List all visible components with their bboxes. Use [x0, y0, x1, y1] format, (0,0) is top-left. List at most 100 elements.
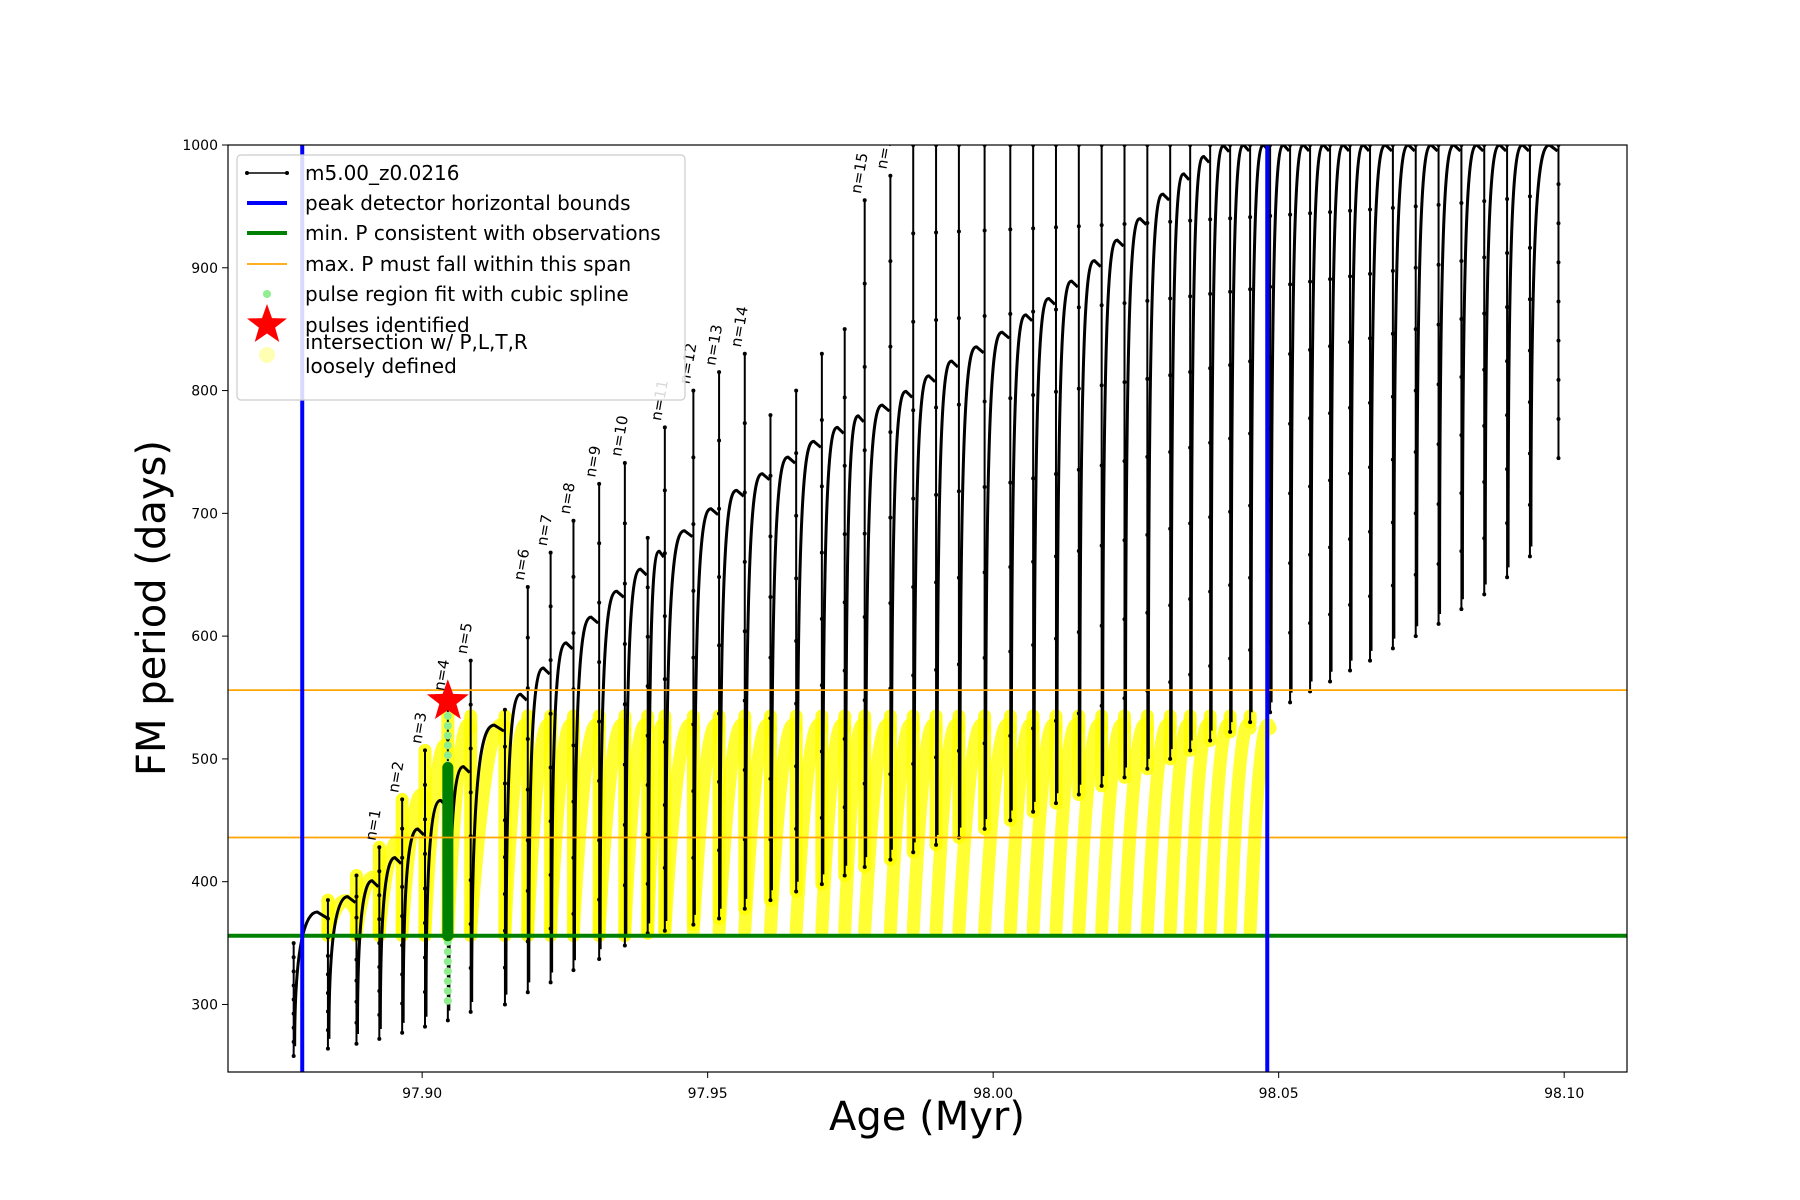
- model-point: [742, 351, 747, 356]
- legend-handle-dot: [285, 171, 289, 175]
- interpulse-curve: [1146, 192, 1171, 759]
- model-point: [502, 1002, 507, 1007]
- interpulse-curve: [1269, 145, 1291, 703]
- model-point: [597, 660, 602, 665]
- model-point: [1348, 668, 1353, 673]
- model-point: [548, 765, 553, 770]
- model-point: [1413, 327, 1418, 332]
- model-point: [377, 845, 382, 850]
- spline-region: [442, 702, 454, 1005]
- model-point: [1053, 801, 1058, 806]
- model-point: [1288, 212, 1293, 217]
- model-point: [911, 319, 916, 324]
- model-point: [691, 522, 696, 527]
- model-point: [1122, 301, 1127, 306]
- y-tick-label: 700: [191, 506, 218, 522]
- interpulse-curve: [1392, 145, 1416, 639]
- model-point: [571, 518, 576, 523]
- model-point: [1413, 204, 1418, 209]
- y-tick-label: 500: [191, 752, 218, 768]
- model-point: [400, 797, 405, 802]
- model-point: [1459, 201, 1464, 206]
- model-point: [1348, 208, 1353, 213]
- model-point: [423, 1024, 428, 1029]
- model-point: [1459, 259, 1464, 264]
- model-point: [911, 231, 916, 236]
- model-point: [1248, 720, 1253, 725]
- model-point: [548, 658, 553, 663]
- x-axis-label: Age (Myr): [829, 1094, 1025, 1140]
- model-point: [742, 906, 747, 911]
- model-point: [1145, 766, 1150, 771]
- model-point: [325, 953, 330, 958]
- model-point: [325, 916, 330, 921]
- model-point: [842, 532, 847, 537]
- model-point: [1390, 646, 1395, 651]
- model-point: [1188, 294, 1193, 299]
- interpulse-curve: [958, 345, 985, 828]
- model-point: [691, 388, 696, 393]
- interpulse-curve: [1209, 145, 1231, 731]
- interpulse-curve: [821, 425, 845, 875]
- model-point: [1436, 621, 1441, 626]
- model-point: [423, 817, 428, 822]
- model-point: [691, 588, 696, 593]
- model-point: [291, 1054, 296, 1059]
- model-point: [1390, 268, 1395, 273]
- pulse-label: n=9: [581, 444, 604, 478]
- model-point: [819, 882, 824, 887]
- model-point: [691, 655, 696, 660]
- spline-point: [443, 721, 452, 730]
- model-point: [862, 531, 867, 536]
- model-point: [1482, 311, 1487, 316]
- spline-point: [443, 996, 452, 1005]
- interpulse-curve: [1369, 145, 1393, 651]
- pulse-label: n=5: [453, 621, 476, 655]
- model-point: [354, 873, 359, 878]
- model-point: [571, 968, 576, 973]
- model-point: [622, 943, 627, 948]
- pulse-label: n=3: [407, 711, 430, 745]
- interpulse-curve: [1289, 145, 1311, 693]
- model-point: [1413, 634, 1418, 639]
- interpulse-curve: [572, 615, 600, 961]
- model-point: [1168, 756, 1173, 761]
- interpulse-curve: [795, 439, 822, 882]
- model-point: [862, 198, 867, 203]
- spline-point: [443, 731, 452, 740]
- model-point: [794, 388, 799, 393]
- spline-point: [443, 741, 452, 750]
- legend-label: peak detector horizontal bounds: [305, 191, 631, 215]
- model-point: [794, 889, 799, 894]
- model-point: [622, 521, 627, 526]
- model-point: [1053, 225, 1058, 230]
- legend-handle-star: [247, 304, 287, 342]
- y-tick-label: 600: [191, 629, 218, 645]
- model-point: [768, 534, 773, 539]
- model-point: [423, 748, 428, 753]
- model-point: [956, 229, 961, 234]
- legend-handle-dot: [259, 347, 275, 363]
- y-tick-label: 300: [191, 997, 218, 1013]
- model-point: [982, 826, 987, 831]
- model-point: [1348, 274, 1353, 279]
- model-point: [1188, 218, 1193, 223]
- model-point: [1482, 592, 1487, 597]
- model-point: [1436, 202, 1441, 207]
- model-point: [1459, 317, 1464, 322]
- interpulse-curve: [1483, 145, 1508, 585]
- model-point: [622, 641, 627, 646]
- model-point: [1436, 322, 1441, 327]
- model-point: [325, 898, 330, 903]
- model-point: [982, 399, 987, 404]
- model-point: [662, 425, 667, 430]
- model-point: [934, 317, 939, 322]
- series-m5-curve: [291, 145, 1561, 1059]
- model-point: [1099, 383, 1104, 388]
- model-point: [956, 316, 961, 321]
- model-point: [525, 635, 530, 640]
- model-point: [768, 898, 773, 903]
- model-point: [717, 575, 722, 580]
- model-point: [1328, 210, 1333, 215]
